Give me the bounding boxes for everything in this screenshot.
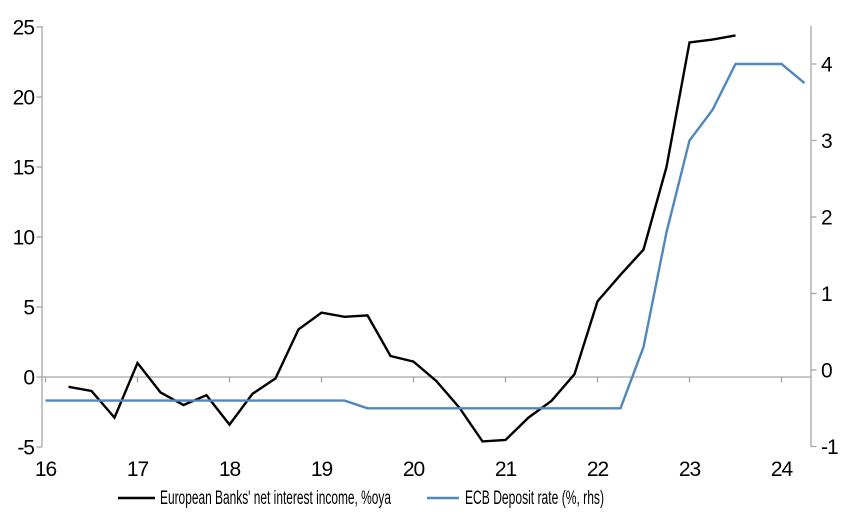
x-axis-tick-label: 23 [679,458,701,481]
right-axis-ticks [811,63,817,448]
series-ecb-deposit-rate-line [45,62,806,410]
left-axis-tick-label: -5 [17,437,34,460]
left-axis-tick-label: 20 [13,87,35,110]
x-axis-tick-label: 21 [495,458,517,481]
left-axis-ticks [36,26,42,448]
right-axis-tick-label: 3 [821,130,832,153]
x-axis-tick-label: 24 [771,458,794,481]
left-axis-tick-label: 0 [23,367,34,390]
left-axis-tick-label: 25 [13,17,35,40]
x-axis-tick-label: 18 [219,458,241,481]
x-axis-tick-label: 17 [127,458,149,481]
right-axis-tick-label: -1 [821,436,838,459]
x-axis-ticks [44,377,783,383]
right-axis-tick-label: 0 [821,360,832,383]
x-axis-tick-label: 16 [35,458,57,481]
x-axis-tick-label: 22 [587,458,609,481]
right-axis-tick-labels: 4 3 2 1 0 -1 [821,54,839,460]
right-axis-tick-label: 1 [821,283,832,306]
legend-label-net-interest-income: European Banks' net interest income, %oy… [160,488,391,509]
right-axis-tick-label: 4 [821,54,833,77]
x-axis-tick-labels: 16 17 18 19 20 21 22 23 24 [35,458,795,481]
left-axis-tick-label: 5 [23,297,34,320]
legend-label-ecb-deposit-rate: ECB Deposit rate (%, rhs) [465,488,604,509]
x-axis-tick-label: 20 [403,458,425,481]
left-axis-tick-label: 10 [13,227,35,250]
right-axis-tick-label: 2 [821,207,832,230]
series-net-interest-income-line [68,34,736,443]
left-axis-tick-label: 15 [13,157,35,180]
legend: European Banks' net interest income, %oy… [118,488,604,509]
left-axis-tick-labels: 25 20 15 10 5 0 -5 [13,17,36,460]
x-axis-tick-label: 19 [311,458,333,481]
